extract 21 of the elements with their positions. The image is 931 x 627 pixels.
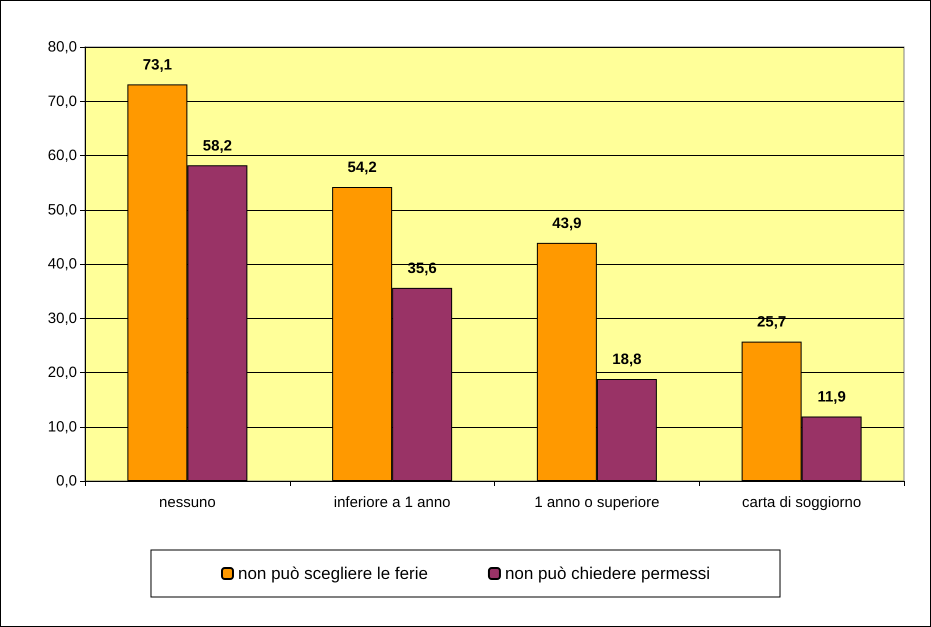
data-label: 73,1 (142, 56, 172, 74)
x-tick-label: carta di soggiorno (742, 494, 862, 511)
y-tick-label: 70,0 (48, 92, 77, 110)
x-tick-label: nessuno (159, 494, 216, 511)
data-label: 11,9 (817, 388, 846, 406)
legend-label: non può chiedere permessi (504, 564, 710, 583)
y-tick-label: 30,0 (48, 310, 77, 327)
data-label: 58,2 (202, 137, 232, 154)
y-tick-label: 80,0 (48, 38, 77, 56)
y-tick-label: 40,0 (48, 256, 77, 272)
x-tick-label: 1 anno o superiore (534, 494, 660, 511)
legend-label: non può scegliere le ferie (238, 564, 428, 583)
data-label: 18,8 (612, 351, 642, 368)
y-tick-label: 10,0 (48, 418, 77, 436)
x-tick-label: inferiore a 1 anno (334, 494, 450, 511)
y-tick-label: 0,0 (56, 472, 77, 490)
y-tick-label: 60,0 (48, 147, 77, 164)
y-tick-label: 50,0 (48, 201, 77, 218)
data-label: 43,9 (552, 214, 582, 232)
data-label: 54,2 (348, 158, 377, 176)
y-tick-label: 20,0 (48, 364, 77, 381)
